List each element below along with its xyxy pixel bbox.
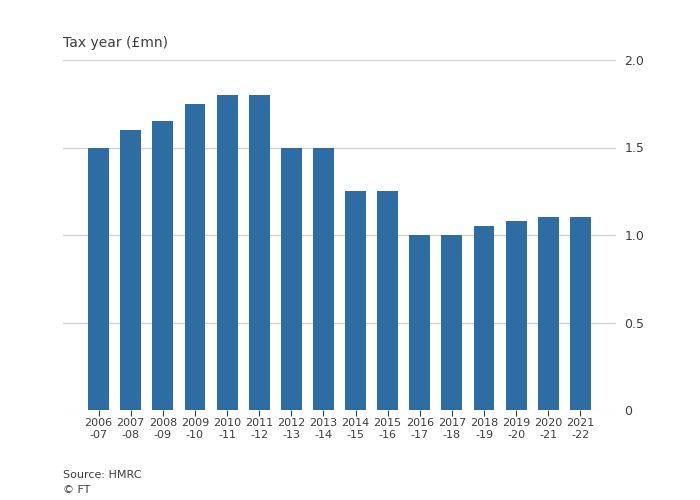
Bar [410,235,430,410]
Bar [505,221,526,410]
Text: Tax year (£mn): Tax year (£mn) [63,36,168,50]
Bar [153,121,174,410]
Bar [248,95,270,410]
Bar [377,191,398,410]
Bar [120,130,141,410]
Text: Source: HMRC
© FT: Source: HMRC © FT [63,470,141,495]
Bar [474,226,494,410]
Bar [442,235,463,410]
Bar [185,104,205,410]
Bar [538,218,559,410]
Bar [88,148,109,410]
Bar [281,148,302,410]
Bar [570,218,591,410]
Bar [345,191,366,410]
Bar [313,148,334,410]
Bar [216,95,237,410]
